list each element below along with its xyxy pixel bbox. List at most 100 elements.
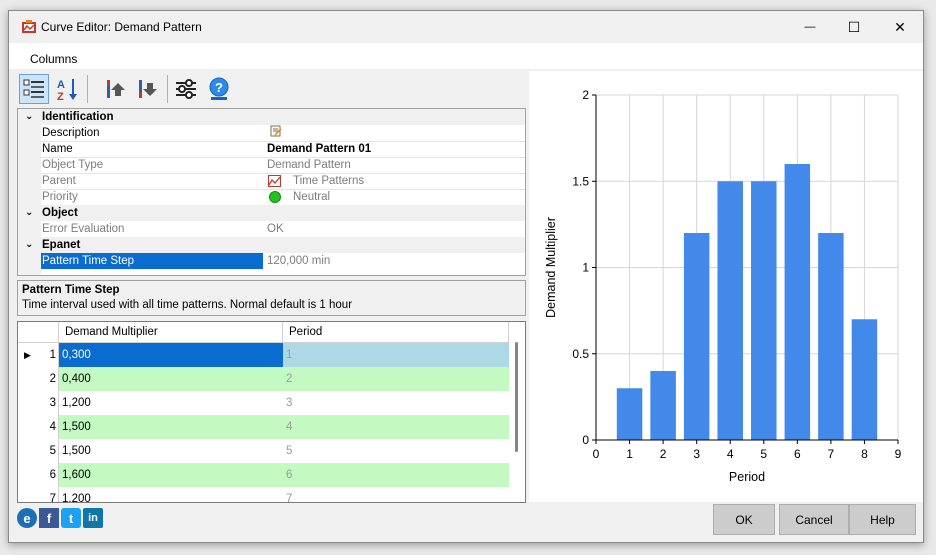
facebook-icon[interactable]: f [39,508,59,528]
collapse-caret-icon[interactable]: ⌄ [25,111,34,122]
category-label: Epanet [42,239,81,251]
edit-description-button[interactable] [270,125,282,141]
help-icon: ? [209,77,229,100]
x-tick-label: 4 [727,447,734,461]
property-row-description[interactable]: Description [18,125,525,141]
maximize-button[interactable]: ☐ [831,11,877,43]
minimize-button[interactable]: — [787,11,833,43]
svg-text:?: ? [215,80,223,95]
app-logo-icon [22,20,36,33]
x-tick-label: 9 [895,447,902,461]
collapse-caret-icon[interactable]: ⌄ [25,207,34,218]
cell-demand-multiplier[interactable]: 0,400 [59,367,283,391]
move-down-button[interactable] [133,74,163,104]
cancel-button[interactable]: Cancel [779,504,849,535]
table-row[interactable]: 5 1,500 5 [18,439,525,463]
property-row-priority: Priority Neutral [18,189,525,205]
row-header[interactable]: ▶ 1 [18,343,59,367]
cell-period[interactable]: 2 [283,367,509,391]
category-object[interactable]: ⌄ Object [18,205,525,221]
row-number: 4 [49,421,56,433]
table-row[interactable]: 6 1,600 6 [18,463,525,487]
category-epanet[interactable]: ⌄ Epanet [18,237,525,253]
settings-button[interactable] [171,74,201,104]
row-header[interactable]: 3 [18,391,59,415]
close-button[interactable]: ✕ [877,11,923,43]
sort-alphabetical-icon: A Z [57,79,77,101]
scrollbar-thumb[interactable] [515,342,518,452]
property-label: Name [42,143,73,155]
demand-pattern-chart: 0 1 2 3 4 5 6 7 8 9 0 0.5 1 1.5 2 Period Demand Multipli… [544,88,902,484]
row-header[interactable]: 6 [18,463,59,487]
category-label: Identification [42,111,114,123]
cell-period[interactable]: 7 [286,493,293,503]
property-label: Object Type [42,159,104,171]
property-value[interactable]: Demand Pattern 01 [267,143,372,155]
property-row-name[interactable]: Name Demand Pattern 01 [18,141,525,157]
row-header[interactable]: 4 [18,415,59,439]
table-row[interactable]: 7 1,200 7 [18,487,525,503]
svg-text:A: A [57,79,65,91]
property-label: Error Evaluation [42,223,125,235]
grid-vertical-scrollbar[interactable] [509,322,525,502]
cell-period[interactable]: 6 [283,463,509,487]
column-header-demand-multiplier[interactable]: Demand Multiplier [59,322,283,343]
x-tick-label: 7 [828,447,835,461]
table-row[interactable]: ▶ 1 0,300 1 [18,343,525,367]
sort-alphabetical-button[interactable]: A Z [52,74,82,104]
x-tick-label: 1 [626,447,633,461]
move-up-icon [107,80,125,98]
move-up-button[interactable] [101,74,131,104]
cell-demand-multiplier[interactable]: 1,500 [62,445,91,457]
property-help-box: Pattern Time Step Time interval used wit… [17,280,526,316]
property-value[interactable]: 120,000 min [267,255,331,267]
property-value: Demand Pattern [267,159,351,171]
row-header[interactable]: 5 [18,439,59,463]
maximize-icon: ☐ [847,18,861,35]
row-number: 5 [49,445,56,457]
row-number: 7 [49,493,56,503]
cell-demand-multiplier[interactable]: 1,200 [62,493,91,503]
toolbar-separator [87,75,88,103]
toolbar-separator [167,75,168,103]
category-label: Object [42,207,78,219]
cell-demand-multiplier[interactable]: 1,500 [59,415,283,439]
x-tick-label: 6 [794,447,801,461]
row-number: 1 [49,349,56,361]
table-row[interactable]: 4 1,500 4 [18,415,525,439]
twitter-icon[interactable]: t [61,508,81,528]
linkedin-icon[interactable]: in [83,508,103,528]
move-down-icon [139,80,157,98]
priority-status-icon [269,191,281,207]
property-gutter [18,109,41,275]
categorized-view-button[interactable] [19,74,49,104]
table-row[interactable]: 3 1,200 3 [18,391,525,415]
cell-period[interactable]: 5 [286,445,293,457]
column-header-period[interactable]: Period [283,322,509,343]
help-button-toolbar[interactable]: ? [204,74,234,104]
property-value: Time Patterns [293,175,365,187]
cell-period[interactable]: 3 [286,397,293,409]
ok-button[interactable]: OK [713,504,775,535]
help-button[interactable]: Help [849,504,916,535]
cell-demand-multiplier[interactable]: 0,300 [59,343,283,367]
svg-text:Z: Z [57,91,64,101]
menu-columns[interactable]: Columns [30,52,78,66]
row-header[interactable]: 2 [18,367,59,391]
twitter-glyph: t [68,510,74,526]
property-row-pattern-time-step[interactable]: Pattern Time Step 120,000 min [18,253,525,269]
table-row[interactable]: 2 0,400 2 [18,367,525,391]
collapse-caret-icon[interactable]: ⌄ [25,239,34,250]
grid-corner [18,322,59,343]
help-description: Time interval used with all time pattern… [22,299,353,311]
app-website-icon[interactable]: e [17,508,37,528]
cell-period[interactable]: 1 [283,343,509,367]
cell-demand-multiplier[interactable]: 1,600 [59,463,283,487]
menu-bar: Columns [9,43,923,69]
property-row-parent: Parent Time Patterns [18,173,525,189]
cell-period[interactable]: 4 [283,415,509,439]
row-header[interactable]: 7 [18,487,59,503]
category-identification[interactable]: ⌄ Identification [18,109,525,125]
chart-bar [751,181,777,440]
cell-demand-multiplier[interactable]: 1,200 [62,397,91,409]
